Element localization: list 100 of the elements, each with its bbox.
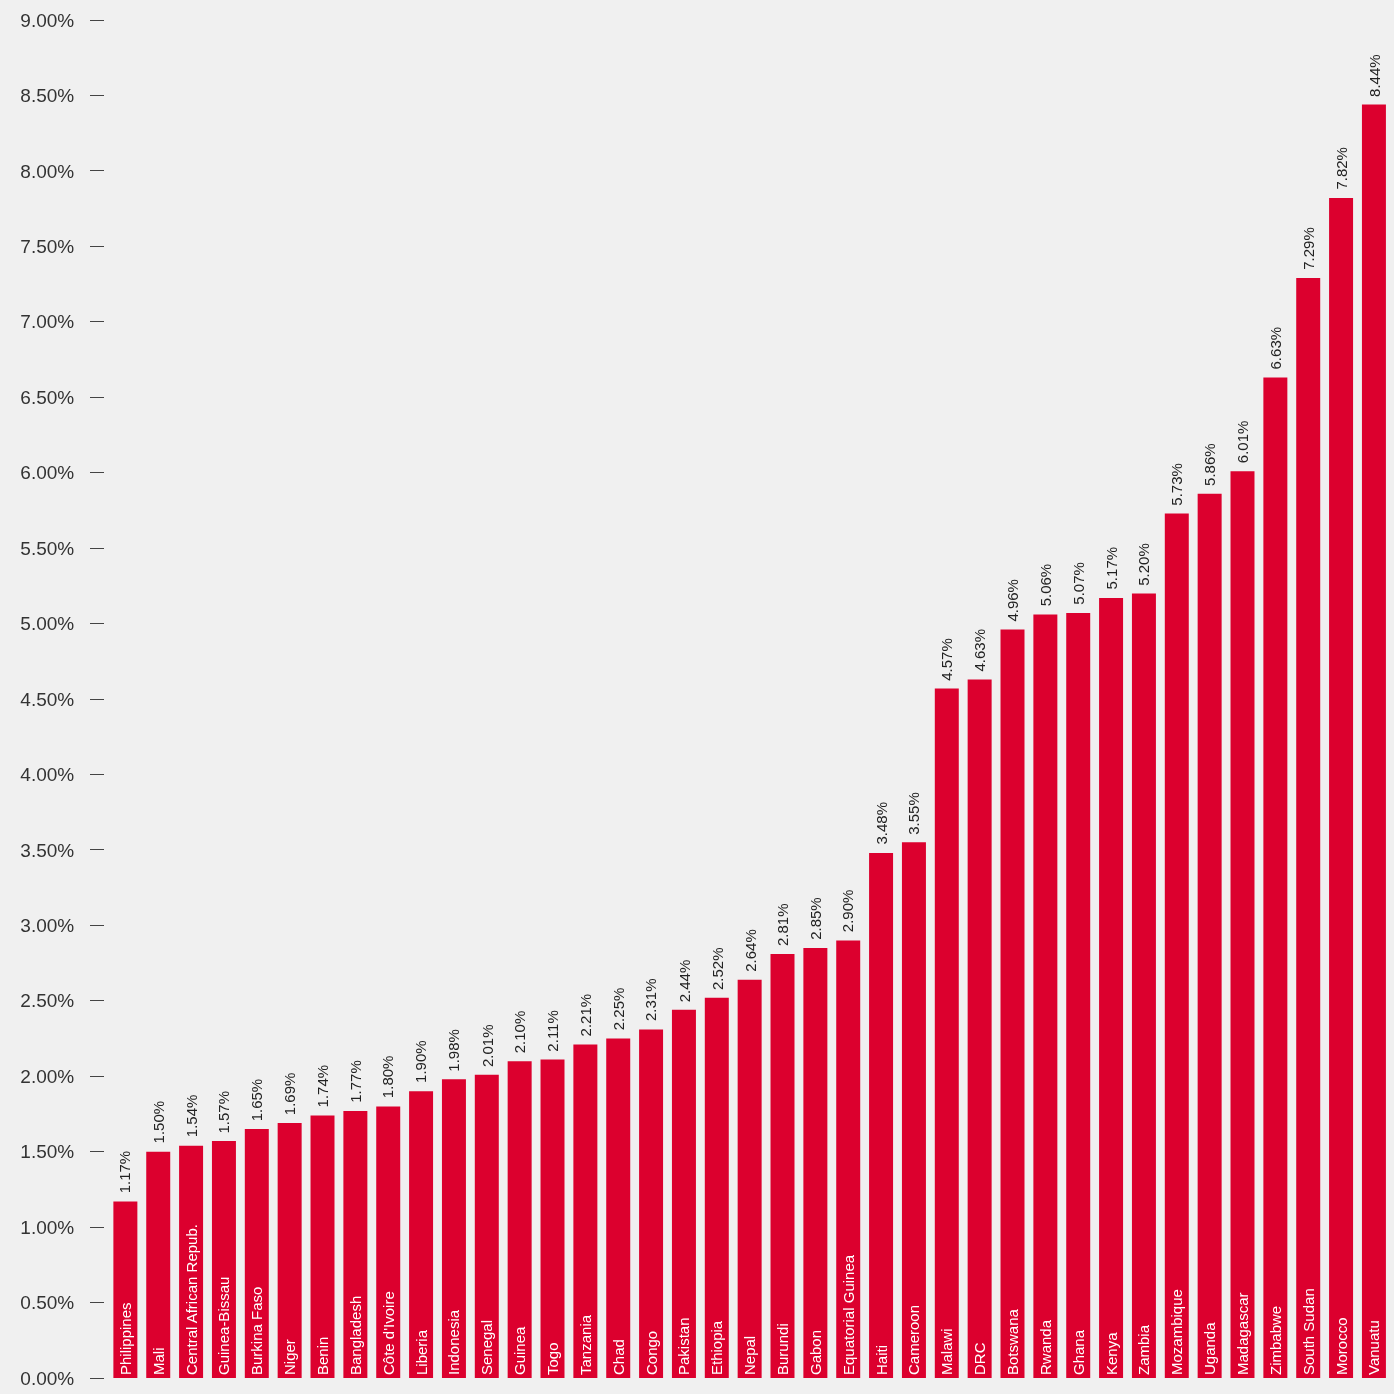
bar bbox=[441, 1079, 466, 1378]
bar bbox=[671, 1009, 696, 1378]
y-tick-label: 2.00% bbox=[20, 1065, 75, 1087]
bar bbox=[967, 679, 992, 1378]
bar bbox=[409, 1091, 434, 1378]
y-tick-label: 3.00% bbox=[20, 914, 75, 936]
data-label: 5.07% bbox=[1069, 562, 1087, 605]
x-tick-label: Chad bbox=[609, 1339, 627, 1375]
x-tick-label: Niger bbox=[281, 1339, 299, 1375]
data-label: 2.64% bbox=[741, 929, 759, 972]
bar bbox=[1033, 614, 1058, 1378]
x-tick-label: Madagascar bbox=[1234, 1292, 1251, 1375]
data-label: 1.90% bbox=[412, 1040, 430, 1083]
y-tick-label: 8.50% bbox=[20, 85, 75, 107]
x-tick-label: Rwanda bbox=[1036, 1319, 1054, 1375]
bar bbox=[1066, 612, 1091, 1378]
bar bbox=[310, 1115, 335, 1378]
y-tick-label: 5.00% bbox=[20, 613, 75, 635]
data-label: 5.20% bbox=[1135, 543, 1153, 586]
x-tick-label: Ethiopia bbox=[708, 1320, 726, 1375]
bar bbox=[704, 997, 729, 1378]
data-label: 1.54% bbox=[182, 1094, 200, 1138]
x-tick-label: Côte d'Ivoire bbox=[379, 1291, 397, 1375]
data-label: 2.31% bbox=[642, 978, 660, 1022]
x-tick-label: Haiti bbox=[872, 1344, 890, 1375]
bar bbox=[1230, 471, 1255, 1378]
data-label: 1.50% bbox=[150, 1100, 168, 1144]
bar bbox=[737, 979, 762, 1378]
data-label: 5.06% bbox=[1037, 563, 1055, 607]
bar bbox=[901, 842, 926, 1378]
bar bbox=[474, 1074, 499, 1378]
x-tick-label: Pakistan bbox=[675, 1317, 693, 1375]
bar bbox=[1361, 104, 1386, 1378]
data-label: 2.21% bbox=[577, 993, 595, 1037]
x-tick-label: Vanuatu bbox=[1365, 1320, 1383, 1375]
x-tick-label: DRC bbox=[971, 1342, 989, 1375]
data-label: 2.25% bbox=[610, 987, 628, 1031]
x-tick-label: Morocco bbox=[1332, 1317, 1350, 1375]
bar bbox=[869, 852, 894, 1378]
data-label: 2.52% bbox=[708, 947, 726, 991]
bar bbox=[244, 1129, 269, 1378]
y-tick-label: 3.50% bbox=[20, 839, 75, 861]
bar bbox=[1329, 198, 1354, 1378]
x-tick-label: Equatorial Guinea bbox=[839, 1254, 857, 1375]
x-tick-label: Mozambique bbox=[1168, 1289, 1186, 1375]
data-label: 1.74% bbox=[313, 1064, 331, 1108]
data-label: 7.29% bbox=[1299, 227, 1317, 270]
y-tick-label: 4.50% bbox=[20, 688, 75, 710]
data-label: 2.85% bbox=[806, 897, 824, 940]
x-tick-label: Philippines bbox=[116, 1302, 134, 1375]
x-tick-label: Botswana bbox=[1004, 1308, 1022, 1375]
data-label: 3.55% bbox=[905, 792, 923, 835]
x-tick-label: Central African Repub. bbox=[182, 1224, 200, 1375]
x-tick-label: Guinea-Bissau bbox=[215, 1276, 233, 1375]
x-tick-label: Burundi bbox=[774, 1323, 792, 1375]
bar bbox=[1263, 377, 1288, 1378]
data-label: 5.73% bbox=[1167, 463, 1185, 506]
x-tick-label: Burkina Faso bbox=[248, 1286, 266, 1375]
data-label: 1.65% bbox=[248, 1078, 266, 1122]
bar bbox=[1099, 597, 1124, 1378]
bar bbox=[1296, 278, 1321, 1378]
y-tick-label: 9.00% bbox=[20, 9, 75, 31]
data-label: 4.96% bbox=[1004, 579, 1022, 622]
bar bbox=[343, 1110, 368, 1378]
y-tick-label: 4.00% bbox=[20, 764, 75, 786]
data-label: 1.80% bbox=[379, 1055, 397, 1099]
data-label: 8.44% bbox=[1365, 54, 1383, 97]
x-tick-label: Indonesia bbox=[445, 1309, 463, 1375]
data-label: 6.01% bbox=[1233, 420, 1251, 464]
bar bbox=[540, 1059, 565, 1378]
y-tick-label: 0.50% bbox=[20, 1292, 75, 1314]
y-tick-label: 1.00% bbox=[20, 1216, 75, 1238]
bar bbox=[211, 1141, 236, 1378]
y-tick-label: 1.50% bbox=[20, 1141, 75, 1163]
bar bbox=[934, 688, 959, 1378]
bar bbox=[146, 1151, 171, 1378]
data-label: 1.17% bbox=[116, 1150, 134, 1194]
x-tick-label: Congo bbox=[642, 1330, 660, 1375]
data-label: 4.57% bbox=[937, 638, 955, 681]
y-tick-label: 0.00% bbox=[20, 1367, 75, 1389]
x-tick-label: Guinea bbox=[511, 1325, 529, 1375]
x-tick-label: Togo bbox=[544, 1342, 562, 1375]
bar bbox=[639, 1029, 664, 1378]
y-tick-label: 6.50% bbox=[20, 386, 75, 408]
data-label: 1.69% bbox=[281, 1072, 299, 1116]
y-tick-label: 7.50% bbox=[20, 235, 75, 257]
data-label: 7.82% bbox=[1332, 147, 1350, 190]
bar bbox=[836, 940, 861, 1378]
x-tick-label: Zimbabwe bbox=[1266, 1305, 1284, 1375]
x-tick-label: Senegal bbox=[478, 1319, 496, 1375]
x-tick-label: Ghana bbox=[1069, 1329, 1087, 1375]
x-tick-label: Nepal bbox=[741, 1335, 759, 1375]
x-tick-label: Benin bbox=[314, 1336, 332, 1375]
x-tick-label: Liberia bbox=[412, 1329, 430, 1375]
x-tick-label: South Sudan bbox=[1299, 1288, 1317, 1375]
data-label: 3.48% bbox=[872, 801, 890, 845]
bar bbox=[803, 947, 828, 1378]
x-tick-label: Kenya bbox=[1102, 1331, 1120, 1375]
data-label: 1.57% bbox=[215, 1090, 233, 1134]
bar bbox=[507, 1061, 532, 1378]
